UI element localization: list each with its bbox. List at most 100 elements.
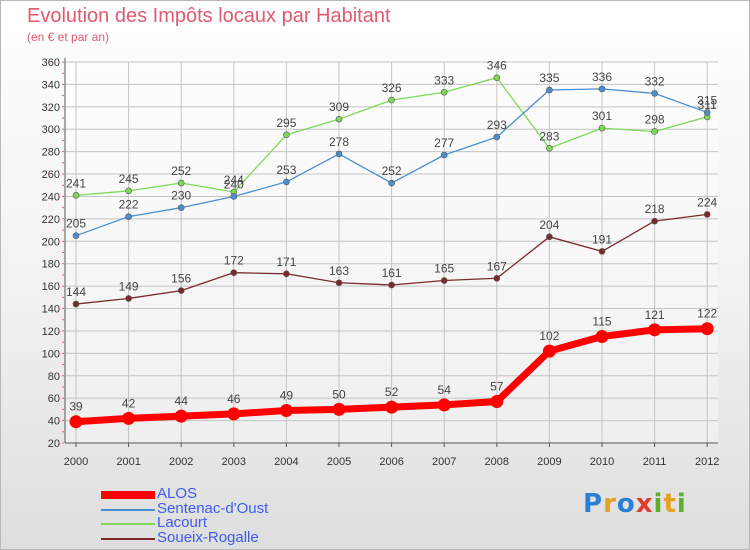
data-label: 163 [329, 264, 349, 278]
data-point [546, 86, 553, 94]
data-label: 224 [697, 195, 717, 209]
data-label: 230 [171, 189, 191, 203]
y-tick-label: 20 [48, 438, 60, 450]
data-point [703, 109, 711, 116]
data-label: 333 [434, 73, 454, 87]
data-label: 245 [119, 172, 139, 186]
axes: 20 40 60 80 100 120 140 160 180 200 220 240 260 280 30… [42, 57, 720, 468]
data-label: 57 [490, 380, 504, 394]
logo-letter: r [603, 489, 617, 519]
data-point [174, 409, 188, 423]
logo-letter: x [635, 489, 654, 519]
x-tick-label: 2004 [274, 456, 298, 468]
data-point [335, 115, 343, 123]
y-tick-label: 100 [42, 348, 60, 360]
data-point [283, 270, 290, 278]
y-tick-label: 180 [42, 259, 60, 271]
x-tick-label: 2005 [327, 456, 351, 468]
y-tick-label: 320 [42, 102, 60, 114]
data-point [388, 96, 395, 104]
data-label: 301 [592, 109, 612, 123]
data-label: 144 [66, 285, 86, 299]
logo-letter: P [583, 489, 604, 519]
data-point [335, 279, 343, 287]
data-label: 293 [487, 118, 507, 132]
y-tick-label: 240 [42, 191, 60, 203]
x-tick-label: 2009 [537, 456, 561, 468]
data-label: 46 [227, 392, 241, 406]
legend-swatch [101, 491, 155, 499]
logo-letter: o [616, 489, 636, 519]
data-label: 218 [645, 202, 665, 216]
data-label: 298 [645, 112, 665, 126]
data-point [177, 179, 185, 187]
data-point [122, 411, 136, 425]
data-point [283, 131, 290, 139]
data-point [493, 133, 501, 141]
data-label: 332 [645, 74, 665, 88]
x-tick-label: 2006 [379, 456, 403, 468]
data-label: 252 [382, 164, 402, 178]
data-point [703, 211, 711, 218]
data-label: 252 [171, 164, 191, 178]
data-label: 326 [382, 81, 402, 95]
x-tick-label: 2011 [643, 456, 667, 468]
data-label: 171 [276, 255, 296, 269]
grid-lines [65, 61, 718, 444]
proxiti-logo: Proxiti [583, 489, 687, 519]
series-alos [69, 322, 714, 429]
data-label: 52 [385, 385, 399, 399]
data-label: 283 [539, 129, 559, 143]
y-tick-label: 260 [42, 169, 60, 181]
data-point [490, 395, 504, 409]
data-point [230, 269, 238, 276]
chart-subtitle: (en € et par an) [27, 30, 110, 44]
series-lines [69, 74, 714, 429]
y-tick-label: 340 [42, 79, 60, 91]
data-label: 50 [332, 387, 346, 401]
data-label: 204 [539, 218, 559, 232]
data-point [493, 74, 501, 81]
data-point [493, 274, 501, 282]
x-tick-label: 2002 [169, 456, 193, 468]
data-point [72, 300, 80, 308]
data-point [177, 204, 185, 211]
data-point [651, 217, 658, 225]
data-point [598, 248, 606, 255]
y-tick-label: 140 [42, 304, 60, 316]
data-point [125, 213, 132, 220]
data-label: 315 [697, 93, 717, 107]
data-point [227, 407, 241, 421]
data-point [332, 402, 346, 416]
data-label: 222 [119, 198, 139, 212]
data-point [388, 281, 395, 289]
data-point [598, 124, 606, 132]
data-point [440, 151, 448, 159]
series-soueix-rogalle [72, 211, 711, 308]
data-point [125, 187, 132, 195]
data-label: 191 [592, 232, 612, 246]
data-label: 149 [119, 279, 139, 293]
x-tick-label: 2010 [590, 456, 614, 468]
data-label: 102 [539, 329, 559, 343]
data-label: 205 [66, 217, 86, 231]
y-tick-label: 280 [42, 147, 60, 159]
data-point [651, 90, 658, 97]
data-label: 253 [276, 163, 296, 177]
data-label: 240 [224, 177, 244, 191]
legend-label: ALOS [157, 485, 198, 502]
y-tick-label: 40 [48, 416, 60, 428]
data-point [542, 344, 556, 358]
data-label: 172 [224, 254, 244, 268]
data-label: 44 [175, 394, 189, 408]
data-labels: 39 42 44 46 49 50 52 54 57 102 115 121 122 205 222 230 2… [66, 59, 718, 414]
data-label: 49 [280, 389, 294, 403]
data-point [335, 150, 343, 158]
y-tick-label: 300 [42, 124, 60, 136]
y-tick-label: 160 [42, 281, 60, 293]
y-tick-label: 220 [42, 214, 60, 226]
legend-label: Sentenac-d'Oust [157, 499, 269, 517]
data-label: 122 [697, 307, 717, 321]
y-tick-label: 60 [48, 393, 60, 405]
